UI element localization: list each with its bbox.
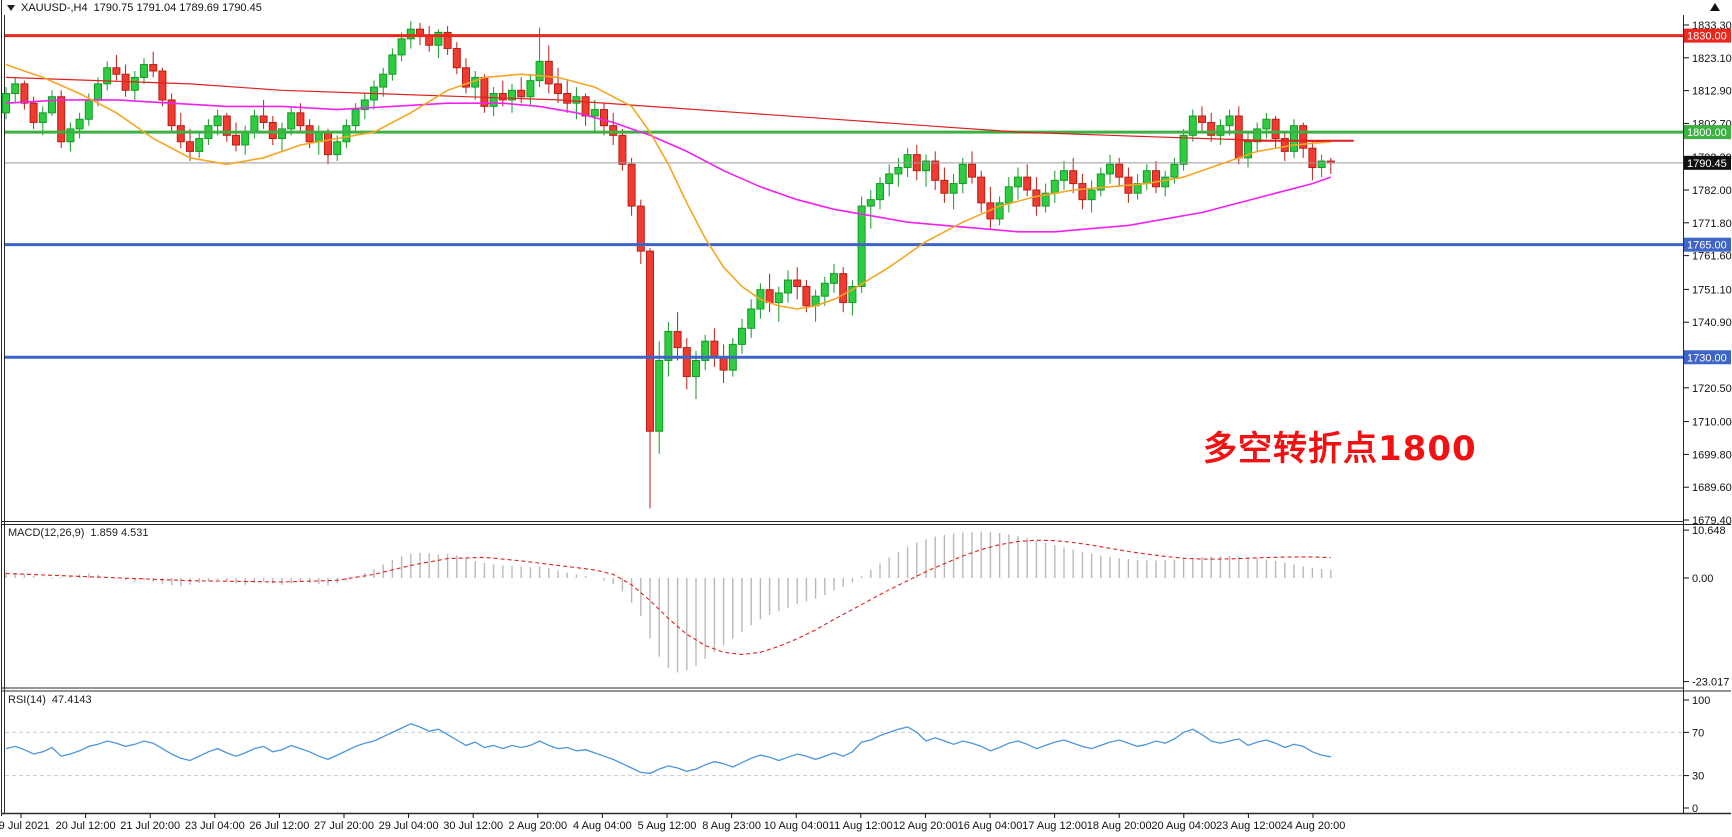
rsi-panel-area[interactable] [3, 691, 1683, 813]
macd-indicator-label: MACD(12,26,9) 1.859 4.531 [8, 527, 149, 539]
svg-text:27 Jul 20:00: 27 Jul 20:00 [314, 820, 374, 832]
svg-text:1761.60: 1761.60 [1692, 251, 1732, 263]
svg-text:1765.00: 1765.00 [1687, 240, 1727, 252]
svg-text:1699.80: 1699.80 [1692, 449, 1732, 461]
svg-text:70: 70 [1692, 727, 1704, 739]
svg-text:10 Aug 04:00: 10 Aug 04:00 [764, 820, 829, 832]
scroll-up-icon[interactable] [1710, 3, 1720, 11]
svg-text:1790.45: 1790.45 [1687, 158, 1727, 170]
svg-text:1740.90: 1740.90 [1692, 317, 1732, 329]
svg-text:1710.00: 1710.00 [1692, 417, 1732, 429]
svg-text:30 Jul 12:00: 30 Jul 12:00 [443, 820, 503, 832]
svg-text:-23.017: -23.017 [1692, 677, 1729, 689]
svg-text:5 Aug 12:00: 5 Aug 12:00 [638, 820, 697, 832]
svg-text:1751.10: 1751.10 [1692, 284, 1732, 296]
macd-panel-area[interactable] [3, 525, 1683, 688]
svg-text:1782.00: 1782.00 [1692, 185, 1732, 197]
price-axis[interactable] [1683, 15, 1732, 813]
chart-title-bar: XAUUSD-,H4 1790.75 1791.04 1789.69 1790.… [7, 2, 262, 14]
rsi-name: RSI(14) [8, 694, 46, 706]
svg-text:23 Jul 04:00: 23 Jul 04:00 [185, 820, 245, 832]
svg-text:2 Aug 20:00: 2 Aug 20:00 [508, 820, 567, 832]
svg-text:8 Aug 23:00: 8 Aug 23:00 [702, 820, 761, 832]
svg-text:10.648: 10.648 [1692, 525, 1726, 537]
symbol-period-label: XAUUSD-,H4 [21, 2, 88, 14]
svg-text:1830.00: 1830.00 [1687, 31, 1727, 43]
rsi-value: 47.4143 [51, 694, 92, 706]
svg-text:11 Aug 12:00: 11 Aug 12:00 [829, 820, 893, 832]
svg-text:18 Aug 20:00: 18 Aug 20:00 [1087, 820, 1152, 832]
svg-text:1823.10: 1823.10 [1692, 53, 1732, 65]
title-ohlc-values: 1790.75 1791.04 1789.69 1790.45 [93, 2, 262, 14]
svg-text:1800.00: 1800.00 [1687, 127, 1727, 139]
svg-text:1730.00: 1730.00 [1687, 352, 1727, 364]
svg-text:100: 100 [1692, 695, 1710, 707]
svg-text:30: 30 [1692, 771, 1704, 783]
svg-text:1720.50: 1720.50 [1692, 383, 1732, 395]
svg-text:0: 0 [1692, 803, 1698, 815]
svg-text:24 Aug 20:00: 24 Aug 20:00 [1281, 820, 1346, 832]
svg-text:29 Jul 04:00: 29 Jul 04:00 [379, 820, 439, 832]
svg-text:16 Aug 04:00: 16 Aug 04:00 [958, 820, 1023, 832]
svg-text:26 Jul 12:00: 26 Jul 12:00 [249, 820, 309, 832]
svg-text:21 Jul 20:00: 21 Jul 20:00 [120, 820, 180, 832]
macd-name: MACD(12,26,9) [8, 527, 85, 539]
svg-text:17 Aug 12:00: 17 Aug 12:00 [1022, 820, 1087, 832]
svg-text:0.00: 0.00 [1692, 573, 1713, 585]
svg-text:4 Aug 04:00: 4 Aug 04:00 [573, 820, 632, 832]
svg-text:1679.40: 1679.40 [1692, 515, 1732, 527]
svg-text:1771.80: 1771.80 [1692, 218, 1732, 230]
symbol-dropdown-icon[interactable] [7, 5, 15, 11]
svg-text:19 Jul 2021: 19 Jul 2021 [0, 820, 49, 832]
macd-values: 1.859 4.531 [90, 527, 149, 539]
svg-text:20 Jul 12:00: 20 Jul 12:00 [56, 820, 116, 832]
rsi-indicator-label: RSI(14) 47.4143 [8, 694, 92, 706]
svg-text:1812.90: 1812.90 [1692, 86, 1732, 98]
svg-text:1689.60: 1689.60 [1692, 482, 1732, 494]
svg-text:12 Aug 20:00: 12 Aug 20:00 [893, 820, 958, 832]
svg-text:23 Aug 12:00: 23 Aug 12:00 [1216, 820, 1281, 832]
svg-text:20 Aug 04:00: 20 Aug 04:00 [1151, 820, 1216, 832]
time-axis[interactable] [3, 813, 1683, 835]
chart-annotation-text: 多空转折点1800 [1203, 429, 1477, 469]
